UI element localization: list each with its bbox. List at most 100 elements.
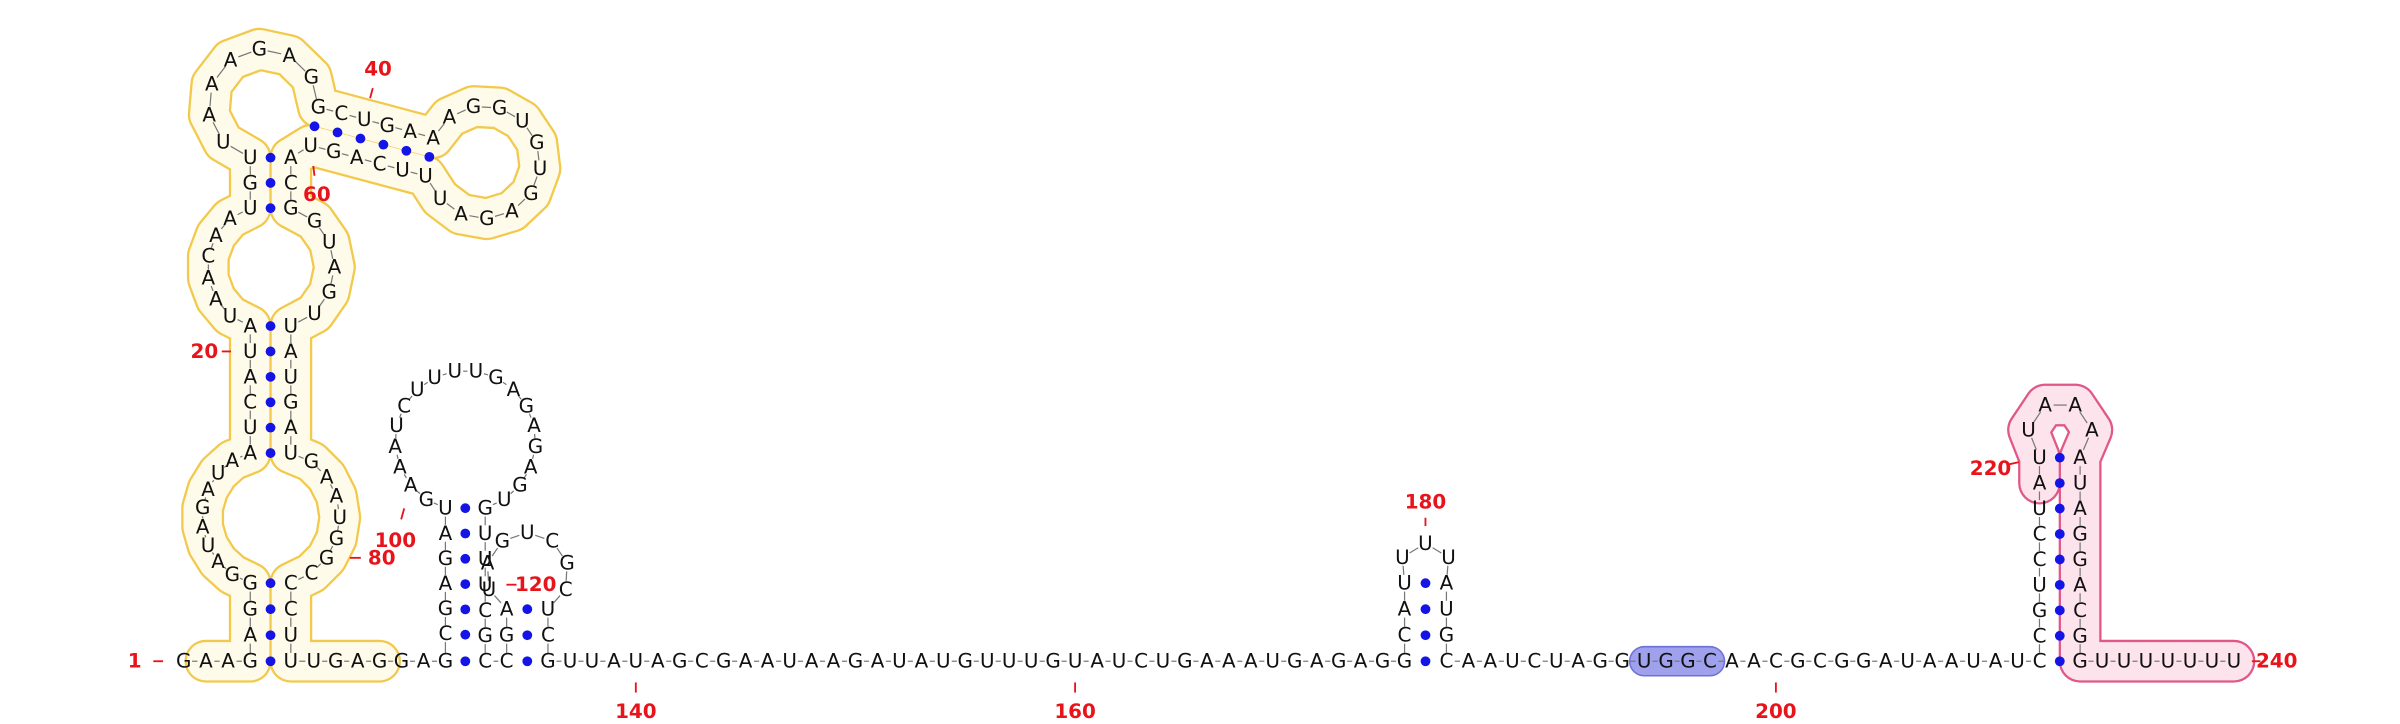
backbone-link bbox=[220, 304, 226, 310]
nucleotide: A bbox=[1747, 650, 1761, 673]
nucleotide: U bbox=[2183, 650, 2198, 673]
nucleotide: G bbox=[529, 131, 544, 154]
nucleotide: A bbox=[761, 650, 775, 673]
nucleotide: C bbox=[478, 599, 492, 622]
backbone-link bbox=[456, 109, 466, 115]
backbone-link bbox=[297, 149, 304, 154]
nucleotide: G bbox=[559, 551, 574, 574]
nucleotide: A bbox=[1879, 650, 1893, 673]
nucleotide: A bbox=[507, 378, 521, 401]
nucleotide: G bbox=[479, 207, 494, 230]
backbone-link bbox=[523, 473, 527, 479]
nucleotide: A bbox=[328, 256, 342, 279]
nucleotide: A bbox=[388, 435, 402, 458]
nucleotide: A bbox=[1398, 598, 1412, 621]
nucleotide: A bbox=[223, 207, 237, 230]
nucleotide: U bbox=[306, 650, 321, 673]
nucleotide: G bbox=[2032, 599, 2047, 622]
number-tick bbox=[2008, 461, 2020, 466]
nucleotide: G bbox=[176, 650, 191, 673]
backbone-link bbox=[437, 123, 445, 132]
nucleotide: G bbox=[307, 209, 322, 232]
nucleotide: C bbox=[284, 598, 298, 621]
backbone-link bbox=[531, 454, 535, 459]
nucleotide: A bbox=[505, 200, 519, 223]
nucleotide: G bbox=[438, 597, 453, 620]
nucleotide: G bbox=[1439, 624, 1454, 647]
backbone-link bbox=[528, 413, 532, 418]
backbone-link bbox=[210, 285, 214, 292]
backbone-link bbox=[533, 176, 538, 186]
base-pair-dot bbox=[265, 346, 276, 357]
nucleotide: G bbox=[243, 572, 258, 595]
backbone-link bbox=[329, 545, 334, 551]
base-pair-dot bbox=[460, 528, 471, 539]
backbone-link bbox=[403, 473, 407, 479]
nucleotide: U bbox=[1397, 572, 1412, 595]
nucleotide: A bbox=[284, 340, 298, 363]
nucleotide: A bbox=[351, 650, 365, 673]
nucleotide: A bbox=[1354, 650, 1368, 673]
nucleotide: C bbox=[334, 102, 348, 125]
base-pair-dot bbox=[332, 127, 343, 138]
backbone-link bbox=[337, 525, 340, 531]
backbone-link bbox=[294, 61, 306, 72]
nucleotide: U bbox=[478, 548, 493, 571]
nucleotide: G bbox=[1614, 650, 1629, 673]
base-pair-dot bbox=[2054, 452, 2065, 463]
base-pair-dot bbox=[1420, 656, 1431, 667]
backbone-link bbox=[387, 165, 395, 169]
base-pair-dot bbox=[460, 656, 471, 667]
base-pair-dot bbox=[2054, 656, 2065, 667]
nucleotide: A bbox=[1923, 650, 1937, 673]
nucleotide: U bbox=[284, 442, 299, 465]
nucleotide: G bbox=[512, 474, 527, 497]
backbone-link bbox=[494, 595, 502, 604]
backbone-link bbox=[518, 395, 522, 400]
backbone-link bbox=[298, 576, 305, 581]
backbone-link bbox=[209, 92, 212, 107]
backbone bbox=[192, 50, 2226, 662]
nucleotide: G bbox=[419, 488, 434, 511]
nucleotide: G bbox=[319, 546, 334, 569]
base-pair-dot bbox=[460, 604, 471, 615]
nucleotide: U bbox=[284, 365, 299, 388]
backbone-link bbox=[326, 108, 334, 112]
nucleotide: U bbox=[1068, 650, 1083, 673]
backbone-link bbox=[1446, 565, 1449, 575]
nucleotide: U bbox=[2227, 650, 2242, 673]
nucleotide: U bbox=[447, 360, 462, 383]
backbone-link bbox=[399, 413, 402, 418]
backbone-link bbox=[349, 114, 357, 118]
nucleotide: U bbox=[1966, 650, 1981, 673]
nucleotide: U bbox=[1265, 650, 1280, 673]
base-pair-dot bbox=[265, 630, 276, 641]
nucleotide: U bbox=[629, 650, 644, 673]
nucleotide: G bbox=[2072, 650, 2087, 673]
backbone-link bbox=[408, 395, 413, 400]
backbone-link bbox=[237, 319, 244, 323]
base-pair-dot bbox=[2054, 478, 2065, 489]
position-number: 60 bbox=[303, 183, 331, 206]
nucleotide: A bbox=[201, 478, 215, 501]
base-pair-dot bbox=[1420, 630, 1431, 641]
nucleotide: U bbox=[2073, 472, 2088, 495]
nucleotide: G bbox=[519, 394, 534, 417]
base-pair-dot bbox=[401, 145, 412, 156]
nucleotide: G bbox=[2072, 624, 2087, 647]
backbone-link bbox=[239, 455, 243, 458]
nucleotide: A bbox=[524, 456, 538, 479]
nucleotide: C bbox=[559, 578, 573, 601]
position-number: 220 bbox=[1970, 457, 2012, 480]
nucleotide: A bbox=[199, 650, 213, 673]
nucleotide: A bbox=[226, 449, 240, 472]
backbone-link bbox=[2082, 437, 2090, 451]
nucleotide: C bbox=[1439, 650, 1453, 673]
nucleotide: C bbox=[695, 650, 709, 673]
backbone-link bbox=[2079, 411, 2088, 424]
nucleotide: U bbox=[1156, 650, 1171, 673]
nucleotide: A bbox=[915, 650, 929, 673]
nucleotide: U bbox=[216, 131, 231, 154]
